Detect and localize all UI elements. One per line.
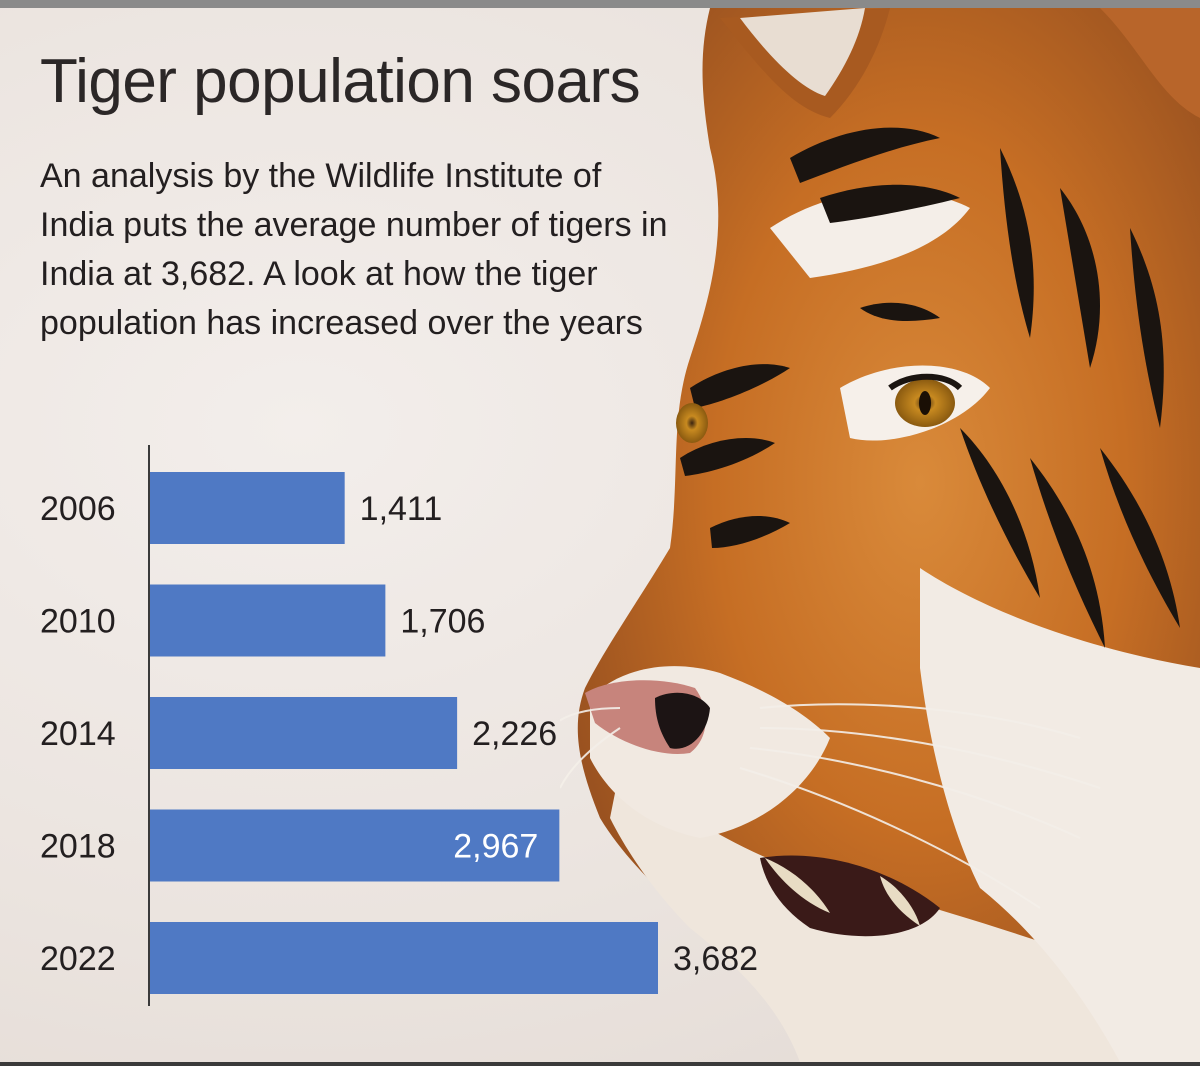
data-label: 1,706	[400, 603, 485, 641]
chart-subtitle: An analysis by the Wildlife Institute of…	[40, 157, 668, 342]
y-tick-label: 2018	[40, 828, 116, 866]
chart-title: Tiger population soars	[40, 47, 641, 116]
y-tick-label: 2014	[40, 715, 116, 753]
y-tick-label: 2022	[40, 940, 116, 978]
data-label: 1,411	[360, 490, 443, 528]
bar-2022	[150, 922, 658, 994]
bottom-rule	[0, 1062, 1200, 1066]
y-tick-label: 2010	[40, 603, 116, 641]
data-label: 2,967	[453, 828, 538, 866]
bar-2006	[150, 472, 345, 544]
data-label: 2,226	[472, 715, 557, 753]
bar-2018	[150, 809, 560, 882]
bar-2010	[150, 584, 386, 657]
top-rule	[0, 0, 1200, 8]
y-tick-label: 2006	[40, 490, 116, 528]
tiger-photo	[560, 8, 1200, 1062]
bar-2014	[150, 697, 458, 769]
data-label: 3,682	[673, 940, 758, 978]
